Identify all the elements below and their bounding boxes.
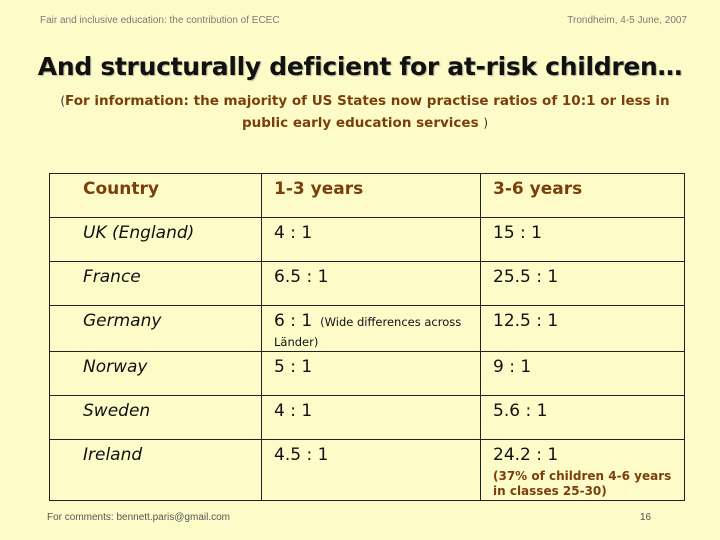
table-row: Sweden 4 : 1 5.6 : 1 xyxy=(49,395,685,440)
ratio-3-6-cell: 25.5 : 1 xyxy=(480,261,685,306)
staff-ratio-table: Country 1-3 years 3-6 years UK (England)… xyxy=(49,173,685,501)
header-cell: 3-6 years xyxy=(480,173,685,218)
ratio-3-6-cell: 12.5 : 1 xyxy=(480,305,685,352)
ratio-footnote: (37% of children 4-6 years in classes 25… xyxy=(493,469,672,498)
subtitle-open-paren: ( xyxy=(60,94,66,108)
ratio-1-3-cell: 5 : 1 xyxy=(261,351,481,396)
header-event-title: Fair and inclusive education: the contri… xyxy=(40,15,280,26)
country-cell: Germany xyxy=(49,305,262,352)
table-row: Ireland 4.5 : 1 24.2 : 1 (37% of children… xyxy=(49,439,685,501)
footer-contact: For comments: bennett.paris@gmail.com xyxy=(47,512,230,523)
country-cell: Sweden xyxy=(49,395,262,440)
ratio-3-6-cell: 9 : 1 xyxy=(480,351,685,396)
ratio-value: 24.2 : 1 xyxy=(493,445,559,465)
header-event-date: Trondheim, 4-5 June, 2007 xyxy=(567,15,687,26)
ratio-1-3-cell: 4 : 1 xyxy=(261,395,481,440)
subtitle-text: For information: the majority of US Stat… xyxy=(65,93,670,131)
ratio-1-3-cell: 4 : 1 xyxy=(261,217,481,262)
ratio-3-6-cell: 5.6 : 1 xyxy=(480,395,685,440)
ratio-3-6-cell: 24.2 : 1 (37% of children 4-6 years in cl… xyxy=(480,439,685,501)
country-cell: Norway xyxy=(49,351,262,396)
slide-title: And structurally deficient for at-risk c… xyxy=(37,52,683,81)
country-cell: UK (England) xyxy=(49,217,262,262)
ratio-3-6-cell: 15 : 1 xyxy=(480,217,685,262)
table-header-row: Country 1-3 years 3-6 years xyxy=(49,173,685,218)
ratio-1-3-cell: 4.5 : 1 xyxy=(261,439,481,501)
country-cell: France xyxy=(49,261,262,306)
table-row: France 6.5 : 1 25.5 : 1 xyxy=(49,261,685,306)
ratio-value: 6 : 1 xyxy=(274,311,313,331)
ratio-footnote: (Wide differences across Länder) xyxy=(274,315,462,349)
subtitle-close-paren: ) xyxy=(483,116,489,130)
page-number: 16 xyxy=(640,512,652,523)
country-cell: Ireland xyxy=(49,439,262,501)
table-row: Germany 6 : 1 (Wide differences across Lä… xyxy=(49,305,685,352)
slide-subtitle: (For information: the majority of US Sta… xyxy=(50,90,680,134)
header-cell: Country xyxy=(49,173,262,218)
header-cell: 1-3 years xyxy=(261,173,481,218)
table-row: UK (England) 4 : 1 15 : 1 xyxy=(49,217,685,262)
ratio-1-3-cell: 6.5 : 1 xyxy=(261,261,481,306)
ratio-1-3-cell: 6 : 1 (Wide differences across Länder) xyxy=(261,305,481,352)
table-row: Norway 5 : 1 9 : 1 xyxy=(49,351,685,396)
